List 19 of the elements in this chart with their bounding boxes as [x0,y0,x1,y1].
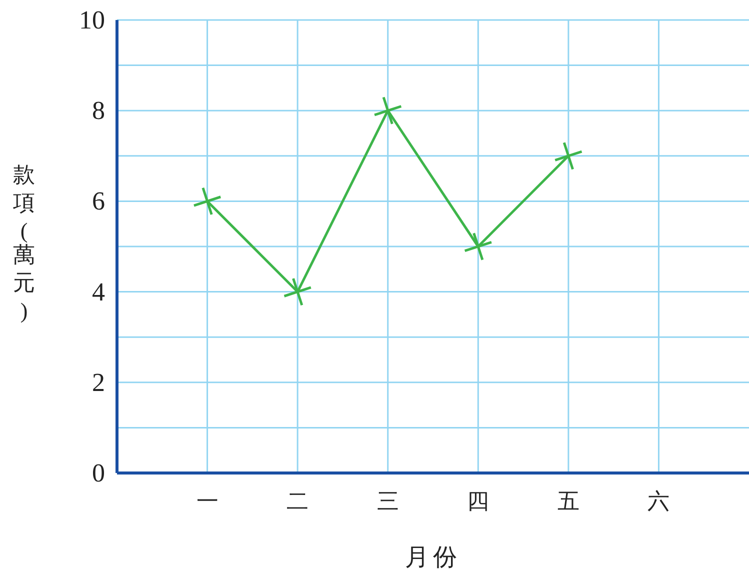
x-tick-label: 三 [376,488,399,514]
x-tick-label: 六 [648,488,670,514]
x-tick-label: 一 [196,488,218,514]
y-tick-label: 2 [92,368,105,397]
point [192,186,222,216]
point [373,96,402,126]
x-tick-label: 四 [467,488,490,514]
point [464,232,493,262]
y-tick-label: 10 [79,6,105,34]
x-axis-title: 月份 [405,545,461,571]
y-tick-label: 8 [92,96,105,126]
y-tick-label: 0 [92,458,105,488]
x-tick-label: 五 [557,488,580,514]
y-tick-label: 4 [92,277,105,306]
point [554,141,583,170]
y-tick-label: 6 [92,186,105,216]
x-tick-label: 二 [286,488,309,514]
y-axis-title: 款項(萬元) [13,162,35,323]
point [283,277,312,306]
